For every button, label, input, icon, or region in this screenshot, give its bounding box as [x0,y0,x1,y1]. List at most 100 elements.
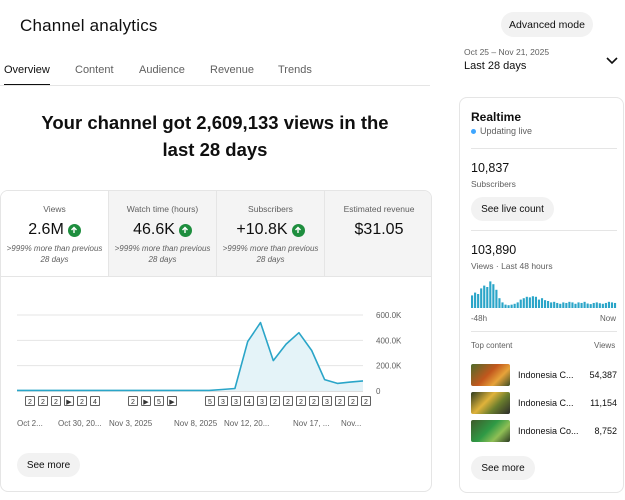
metric-note: >999% more than previous 28 days [222,244,319,264]
metric-divider [1,276,431,277]
realtime-bar [495,289,498,308]
video-title: Indonesia C... [518,370,574,380]
realtime-views-label: Views · Last 48 hours [471,261,553,271]
see-more-button[interactable]: See more [17,453,80,477]
divider [471,148,617,149]
video-marker-label: 2 [312,399,316,406]
video-thumbnail [471,392,510,414]
video-marker-label: 4 [93,399,97,406]
realtime-bar [501,302,504,308]
realtime-bar [568,301,571,308]
realtime-bar [519,299,522,308]
realtime-bar [474,292,477,308]
realtime-bar [583,301,586,308]
realtime-bar [534,296,538,308]
page-title: Channel analytics [20,16,158,35]
video-marker-label: 2 [351,399,355,406]
video-marker-inner [232,397,240,405]
realtime-bar [562,302,565,308]
tab-bar-divider [0,85,430,86]
video-marker-label: 2 [286,399,290,406]
metric-watch-time[interactable]: Watch time (hours) 46.6K >999% more than… [109,191,217,276]
realtime-bar [577,302,580,308]
realtime-subscribers-label: Subscribers [471,179,516,189]
metric-note: >999% more than previous 28 days [6,244,103,264]
realtime-bar [565,302,568,308]
metric-subscribers[interactable]: Subscribers +10.8K >999% more than previ… [217,191,325,276]
series-line [17,321,364,392]
y-tick-label: 600.0K [376,311,402,320]
date-range-text: Oct 25 – Nov 21, 2025 [464,47,550,57]
realtime-bar [513,303,516,308]
video-marker-label: 5 [157,399,161,406]
realtime-bar [553,301,556,308]
video-marker-label: 3 [221,399,225,406]
realtime-bar [598,303,601,308]
y-tick-label: 400.0K [376,336,402,345]
date-range-label: Last 28 days [464,60,527,72]
video-marker-inner [26,397,34,405]
video-marker-inner [142,397,150,405]
video-marker-label: 2 [80,399,84,406]
x-tick-label: Oct 30, 20... [58,419,102,428]
video-marker-label: ▶ [66,399,72,406]
realtime-bar [504,304,507,308]
video-marker-label: 3 [325,399,329,406]
top-content-row[interactable]: Indonesia Co... 8,752 [471,420,617,442]
video-marker-inner [271,397,279,405]
realtime-bar [571,302,574,308]
realtime-bar [516,302,519,308]
video-marker-inner [310,397,318,405]
views-column-label: Views [594,341,616,350]
metric-value: $31.05 [354,221,404,238]
video-marker-inner [155,397,163,405]
video-marker-label: 2 [299,399,303,406]
tab-content[interactable]: Content [75,64,114,76]
see-live-count-button[interactable]: See live count [471,197,554,221]
realtime-bar [498,298,501,308]
realtime-bar [580,302,583,308]
views-chart[interactable]: 0 200.0K 400.0K 600.0K 2 2 2 ▶ 2 4 2 ▶ 5 ▶ 5 3 3 4 3 2 2 2 2 3 2… [1,191,432,492]
video-marker-inner [206,397,214,405]
video-marker-inner [362,397,370,405]
top-content-row[interactable]: Indonesia C... 54,387 [471,364,617,386]
tab-revenue[interactable]: Revenue [210,64,255,76]
realtime-bar [559,303,562,308]
tab-audience[interactable]: Audience [139,64,185,76]
video-title: Indonesia C... [518,398,574,408]
video-marker-label: 3 [260,399,264,406]
metric-revenue[interactable]: Estimated revenue $31.05 [325,191,431,276]
video-marker-inner [284,397,292,405]
video-title: Indonesia Co... [518,426,579,436]
video-marker-inner [129,397,137,405]
overview-card: Views 2.6M >999% more than previous 28 d… [0,190,432,492]
realtime-bar [550,302,553,308]
realtime-bar [540,298,544,308]
metric-value: +10.8K [217,221,324,239]
realtime-bar-chart[interactable] [471,278,617,308]
video-views: 54,387 [589,370,617,380]
realtime-bar [607,301,611,308]
realtime-bar [589,304,592,308]
tab-overview[interactable]: Overview [4,58,50,86]
realtime-bar [510,304,513,308]
video-marker-inner [65,397,73,405]
x-tick-label: Nov 12, 20... [224,419,269,428]
video-thumbnail [471,420,510,442]
advanced-mode-button[interactable]: Advanced mode [501,12,593,37]
realtime-see-more-button[interactable]: See more [471,456,535,480]
realtime-axis-start: -48h [471,314,488,323]
video-marker-inner [39,397,47,405]
video-marker-label: 2 [41,399,45,406]
headline-line-1: Your channel got 2,609,133 views in the [41,112,389,133]
metric-views[interactable]: Views 2.6M >999% more than previous 28 d… [1,191,109,276]
tab-trends[interactable]: Trends [278,64,312,76]
trend-up-icon [178,223,192,237]
views-headline: Your channel got 2,609,133 views in the … [20,109,410,163]
video-marker-label: 2 [273,399,277,406]
chevron-down-icon[interactable] [605,56,619,66]
top-content-row[interactable]: Indonesia C... 11,154 [471,392,617,414]
metric-note: >999% more than previous 28 days [114,244,211,264]
x-tick-label: Nov 17, ... [293,419,329,428]
realtime-bar [547,301,550,308]
